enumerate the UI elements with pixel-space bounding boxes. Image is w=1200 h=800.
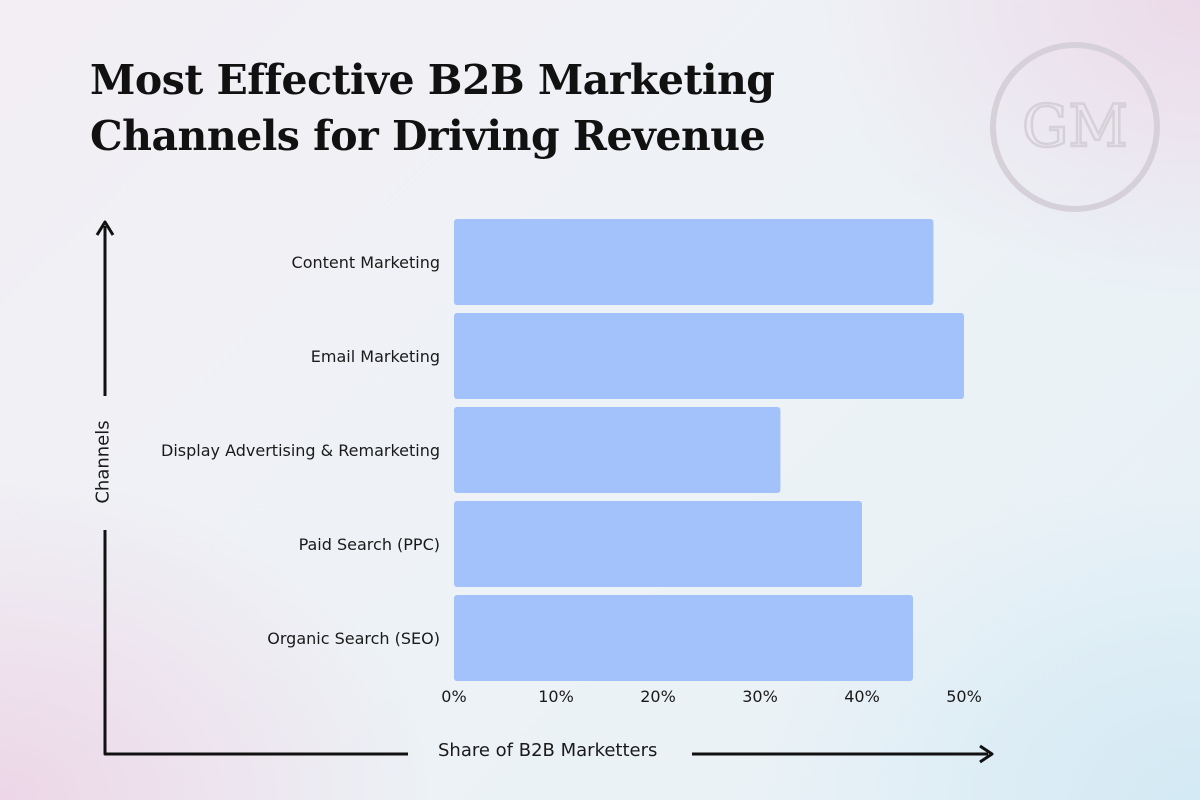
- bar-0: [454, 219, 934, 305]
- x-tick-label-2: 20%: [640, 687, 676, 706]
- chart-title: Most Effective B2B Marketing Channels fo…: [90, 52, 810, 164]
- y-axis-lower: [103, 530, 408, 756]
- x-tick-label-4: 40%: [844, 687, 880, 706]
- category-label-4: Organic Search (SEO): [267, 629, 440, 648]
- x-tick-label-5: 50%: [946, 687, 982, 706]
- x-tick-label-3: 30%: [742, 687, 778, 706]
- category-label-3: Paid Search (PPC): [299, 535, 440, 554]
- category-labels-group: Content Marketing Email Marketing Display …: [161, 253, 440, 648]
- x-tick-label-1: 10%: [538, 687, 574, 706]
- category-label-2: Display Advertising & Remarketing: [161, 441, 440, 460]
- chart-title-line-2: Channels for Driving Revenue: [90, 112, 766, 160]
- y-axis-arrowhead: [95, 220, 115, 236]
- chart-title-line-1: Most Effective B2B Marketing: [90, 56, 775, 104]
- bar-4: [454, 595, 913, 681]
- category-label-0: Content Marketing: [292, 253, 440, 272]
- bars-group: [454, 219, 964, 681]
- x-tick-label-0: 0%: [441, 687, 466, 706]
- gm-logo: GM: [990, 42, 1160, 212]
- gm-logo-text: GM: [1022, 92, 1128, 160]
- x-tick-labels-group: 0% 10% 20% 30% 40% 50%: [441, 687, 981, 706]
- category-label-1: Email Marketing: [311, 347, 440, 366]
- y-axis-title: Channels: [92, 420, 114, 504]
- bar-3: [454, 501, 862, 587]
- bar-1: [454, 313, 964, 399]
- x-axis-title: Share of B2B Marketters: [438, 740, 658, 761]
- x-axis-arrowhead: [979, 744, 994, 764]
- gm-logo-ring: [990, 42, 1160, 212]
- bar-2: [454, 407, 781, 493]
